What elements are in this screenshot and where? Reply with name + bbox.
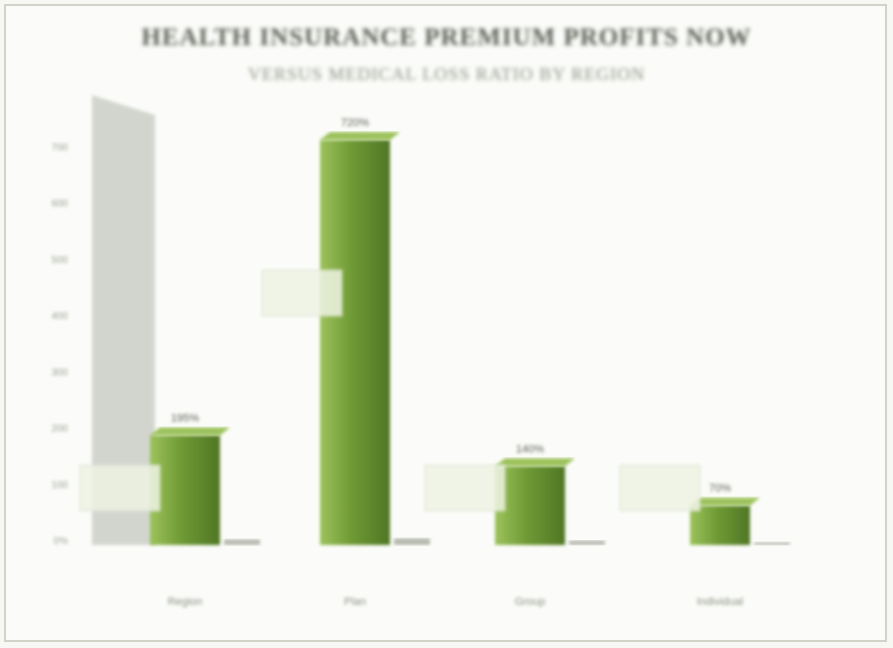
data-label: 140%: [516, 443, 544, 455]
data-label: 70%: [709, 483, 731, 495]
bar: [690, 505, 750, 545]
bar-secondary: [569, 540, 605, 545]
y-tick-label: 100: [51, 480, 68, 491]
bar-secondary: [754, 542, 790, 545]
bar: [495, 466, 565, 545]
data-label: 720%: [341, 117, 369, 129]
bar-secondary: [394, 538, 430, 545]
x-category-label: Individual: [697, 596, 743, 608]
chart-subtitle: VERSUS MEDICAL LOSS RATIO BY REGION: [247, 64, 646, 84]
bar-top: [150, 427, 230, 436]
y-tick-label: 600: [51, 199, 68, 210]
bar: [320, 140, 390, 545]
y-tick-label: 0%: [54, 536, 69, 547]
callout-box: [424, 464, 506, 512]
bar-top: [690, 497, 760, 506]
callout-box: [619, 464, 701, 512]
callout-box: [79, 464, 161, 512]
y-tick-label: 700: [51, 142, 68, 153]
data-label: 195%: [171, 412, 199, 424]
y-tick-label: 300: [51, 367, 68, 378]
x-category-label: Plan: [344, 596, 366, 608]
chart-back-wall: [92, 95, 155, 545]
y-tick-label: 400: [51, 311, 68, 322]
x-category-label: Region: [168, 596, 203, 608]
bar: [150, 435, 220, 545]
bar-secondary: [224, 539, 260, 545]
y-tick-label: 500: [51, 255, 68, 266]
x-category-label: Group: [515, 596, 546, 608]
bar-top: [495, 458, 575, 467]
chart-title: HEALTH INSURANCE PREMIUM PROFITS NOW: [141, 24, 752, 51]
callout-box: [261, 269, 343, 317]
y-tick-label: 200: [51, 424, 68, 435]
bar-top: [320, 132, 400, 140]
